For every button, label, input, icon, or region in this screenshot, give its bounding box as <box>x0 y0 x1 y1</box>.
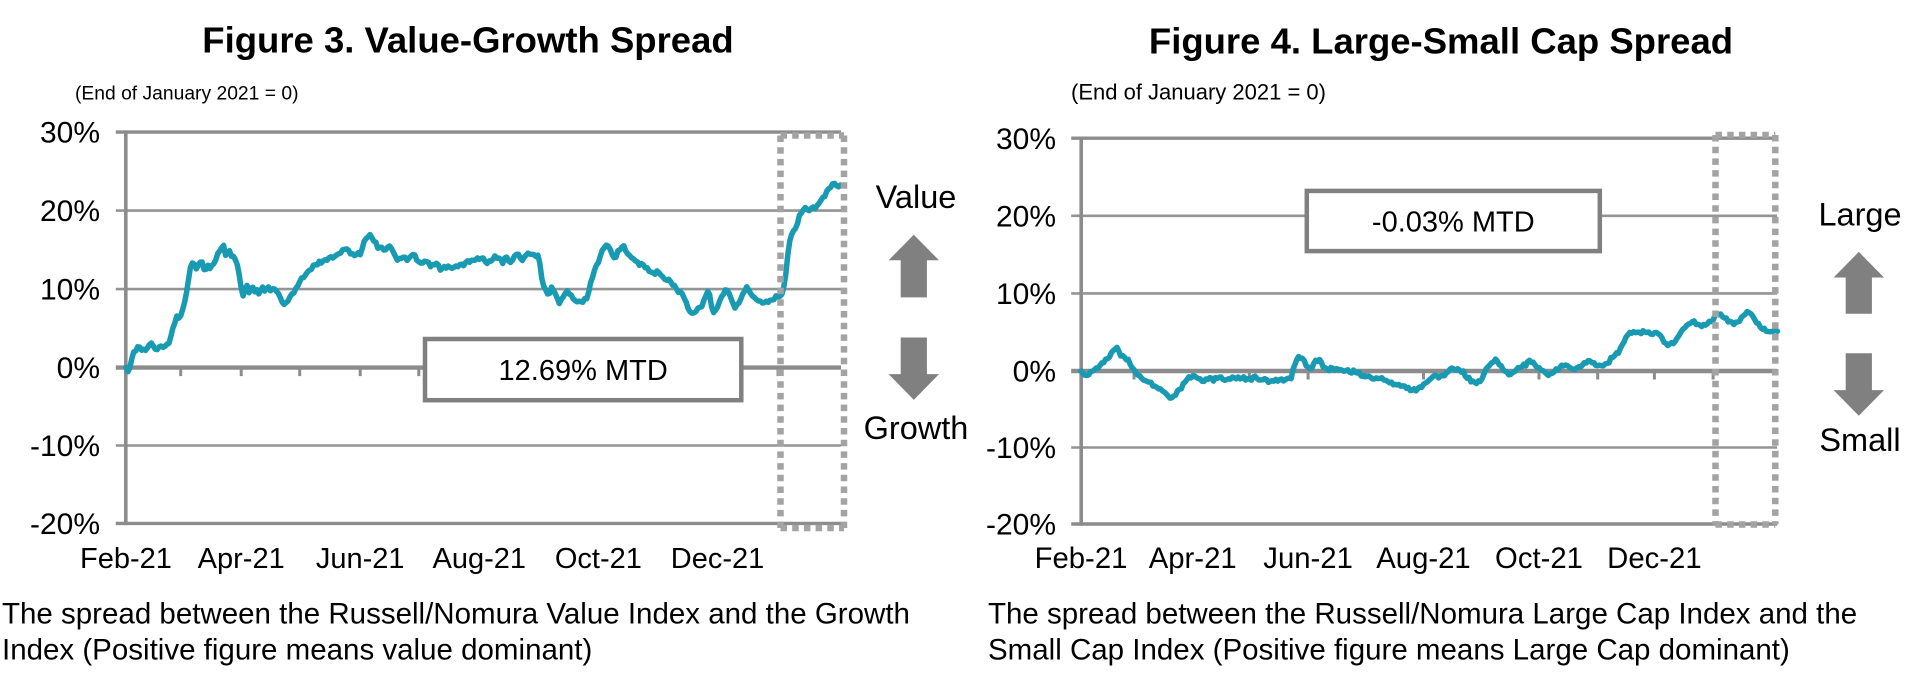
svg-text:Figure 4. Large-Small Cap Spre: Figure 4. Large-Small Cap Spread <box>1149 21 1733 62</box>
svg-text:Dec-21: Dec-21 <box>1607 542 1701 575</box>
svg-text:Value: Value <box>876 179 957 215</box>
svg-text:Dec-21: Dec-21 <box>671 543 765 575</box>
svg-text:(End of January 2021 = 0): (End of January 2021 = 0) <box>75 84 299 105</box>
svg-text:20%: 20% <box>996 200 1056 233</box>
svg-text:Small Cap Index (Positive figu: Small Cap Index (Positive figure means L… <box>988 634 1790 667</box>
svg-text:10%: 10% <box>996 278 1056 311</box>
svg-text:The spread between the Russell: The spread between the Russell/Nomura Va… <box>2 598 910 631</box>
svg-text:12.69% MTD: 12.69% MTD <box>499 355 668 387</box>
svg-text:20%: 20% <box>40 195 100 228</box>
svg-text:Aug-21: Aug-21 <box>433 543 527 575</box>
svg-text:-10%: -10% <box>986 432 1056 465</box>
svg-text:Growth: Growth <box>864 410 969 446</box>
svg-text:Jun-21: Jun-21 <box>316 543 405 575</box>
svg-text:-10%: -10% <box>30 430 100 463</box>
svg-text:0%: 0% <box>1013 356 1056 389</box>
svg-text:The spread between the Russell: The spread between the Russell/Nomura La… <box>988 598 1857 631</box>
svg-text:-20%: -20% <box>986 509 1056 542</box>
svg-text:Large: Large <box>1818 197 1901 233</box>
svg-text:0%: 0% <box>57 352 100 385</box>
svg-text:Oct-21: Oct-21 <box>1495 542 1583 575</box>
svg-text:Feb-21: Feb-21 <box>1035 542 1128 575</box>
svg-text:Aug-21: Aug-21 <box>1376 542 1470 575</box>
svg-text:30%: 30% <box>40 117 100 150</box>
svg-text:-0.03% MTD: -0.03% MTD <box>1372 206 1535 238</box>
svg-text:30%: 30% <box>996 123 1056 156</box>
svg-text:Index (Positive figure means v: Index (Positive figure means value domin… <box>2 634 592 667</box>
svg-text:10%: 10% <box>40 274 100 307</box>
svg-text:-20%: -20% <box>30 508 100 541</box>
svg-text:Jun-21: Jun-21 <box>1263 542 1353 575</box>
svg-text:Apr-21: Apr-21 <box>198 543 285 575</box>
svg-text:Small: Small <box>1819 422 1900 458</box>
svg-text:Feb-21: Feb-21 <box>80 543 172 575</box>
svg-text:Figure 3. Value-Growth Spread: Figure 3. Value-Growth Spread <box>202 19 733 60</box>
svg-text:(End of January 2021 = 0): (End of January 2021 = 0) <box>1071 80 1326 105</box>
svg-text:Apr-21: Apr-21 <box>1149 542 1237 575</box>
svg-text:Oct-21: Oct-21 <box>555 543 642 575</box>
